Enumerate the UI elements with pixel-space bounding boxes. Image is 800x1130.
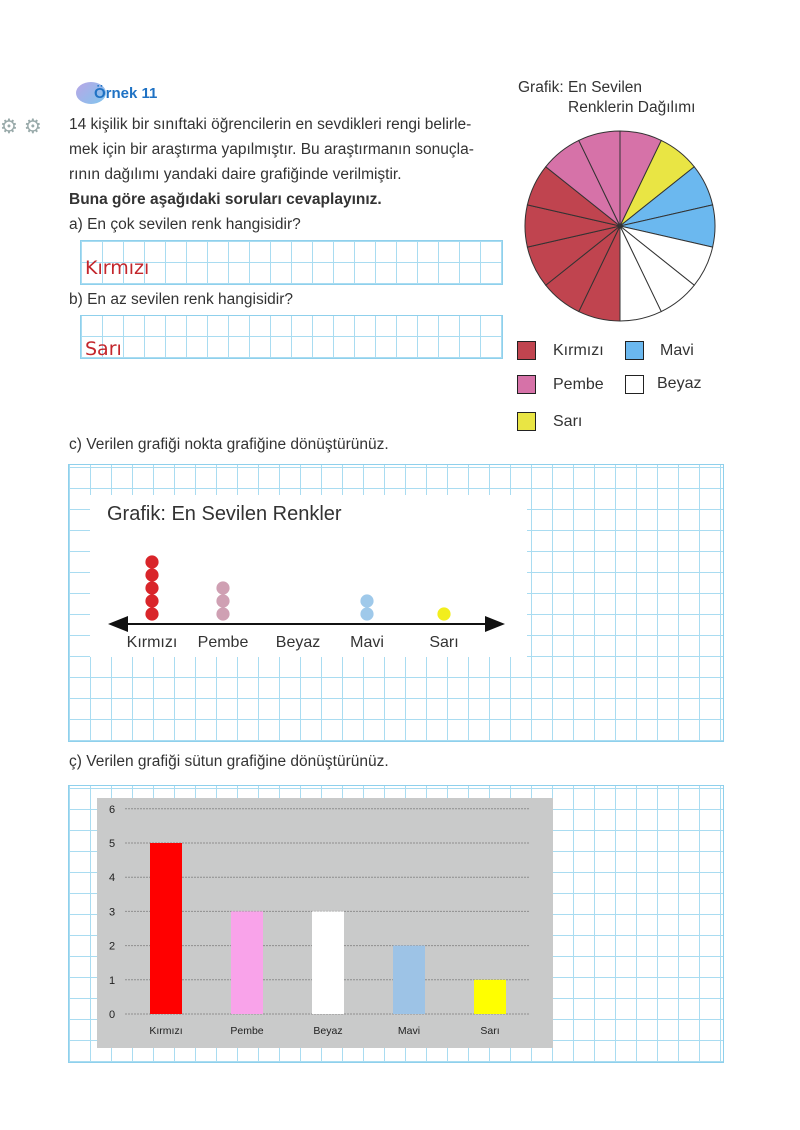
x-label-kirmizi: Kırmızı: [149, 1025, 182, 1037]
legend-label-kirmizi: Kırmızı: [553, 342, 604, 359]
dot-label-pembe: Pembe: [198, 634, 249, 651]
y-tick-2: 2: [109, 941, 115, 953]
answer-grid-b[interactable]: [80, 315, 503, 359]
bar-pembe: [231, 911, 263, 1014]
dot-kirmizi: [145, 568, 159, 582]
dot-sari: [437, 607, 451, 621]
question-d: ç) Verilen grafiği sütun grafiğine dönüş…: [69, 753, 389, 770]
pie-title-line-2: Renklerin Dağılımı: [568, 99, 696, 116]
bar-sari: [474, 979, 506, 1014]
x-label-pembe: Pembe: [230, 1025, 263, 1037]
legend-label-beyaz: Beyaz: [657, 375, 702, 392]
y-tick-1: 1: [109, 975, 115, 987]
bar-mavi: [393, 945, 425, 1014]
answer-a: Kırmızı: [85, 257, 150, 279]
dot-mavi: [360, 594, 374, 608]
dot-label-beyaz: Beyaz: [276, 634, 320, 651]
dot-chart: Kırmızı Pembe Beyaz Mavi Sarı: [108, 555, 505, 651]
dot-label-sari: Sarı: [429, 634, 458, 651]
y-tick-6: 6: [109, 804, 115, 816]
dot-kirmizi: [145, 594, 159, 608]
dot-chart-title: Grafik: En Sevilen Renkler: [107, 503, 342, 525]
bar-kirmizi: [150, 843, 182, 1014]
legend-label-pembe: Pembe: [553, 376, 604, 393]
y-tick-4: 4: [109, 872, 115, 884]
badge-shape-icon: [76, 82, 106, 104]
dot-pembe: [216, 607, 230, 621]
dot-kirmizi: [145, 607, 159, 621]
legend-label-mavi: Mavi: [660, 342, 694, 359]
problem-line-3: rının dağılımı yandaki daire grafiğinde …: [69, 166, 402, 183]
dot-chart-panel: Grafik: En Sevilen Renkler Kırmızı Pembe B…: [90, 495, 527, 657]
x-label-beyaz: Beyaz: [313, 1025, 342, 1037]
question-c: c) Verilen grafiği nokta grafiğine dönüş…: [69, 436, 389, 453]
legend-swatch-kirmizi: [517, 341, 536, 360]
answer-b: Sarı: [85, 338, 122, 360]
dot-label-mavi: Mavi: [350, 634, 384, 651]
y-tick-5: 5: [109, 838, 115, 850]
y-tick-0: 0: [109, 1009, 115, 1021]
dot-label-kirmizi: Kırmızı: [127, 634, 178, 651]
pie-chart: [524, 130, 716, 322]
answer-grid-a[interactable]: [80, 240, 503, 285]
example-title: Örnek 11: [94, 85, 158, 102]
problem-line-1: 14 kişilik bir sınıftaki öğrencilerin en…: [69, 116, 472, 133]
example-badge: Örnek 11: [76, 82, 166, 104]
pie-title-line-1: Grafik: En Sevilen: [518, 79, 643, 96]
pie-slice-pembe: [619, 130, 662, 227]
bar-chart: 0 1 2 3 4 5 6 Kırmızı Pembe Beyaz Mavi Sarı: [97, 798, 553, 1048]
question-a: a) En çok sevilen renk hangisidir?: [69, 216, 301, 233]
legend-swatch-pembe: [517, 375, 536, 394]
problem-line-2: mek için bir araştırma yapılmıştır. Bu a…: [69, 141, 474, 158]
legend-swatch-beyaz: [625, 375, 644, 394]
x-label-mavi: Mavi: [398, 1025, 420, 1037]
bar-beyaz: [312, 911, 344, 1014]
dot-kirmizi: [145, 555, 159, 569]
x-label-sari: Sarı: [480, 1025, 499, 1037]
gear-decoration-icon: ⚙⚙: [0, 116, 48, 138]
question-b: b) En az sevilen renk hangisidir?: [69, 291, 294, 308]
dot-pembe: [216, 594, 230, 608]
legend-label-sari: Sarı: [553, 413, 583, 430]
dot-mavi: [360, 607, 374, 621]
dot-kirmizi: [145, 581, 159, 595]
instruction: Buna göre aşağıdaki soruları cevaplayını…: [69, 191, 382, 208]
dot-pembe: [216, 581, 230, 595]
y-tick-3: 3: [109, 906, 115, 918]
legend-swatch-sari: [517, 412, 536, 431]
legend-swatch-mavi: [625, 341, 644, 360]
